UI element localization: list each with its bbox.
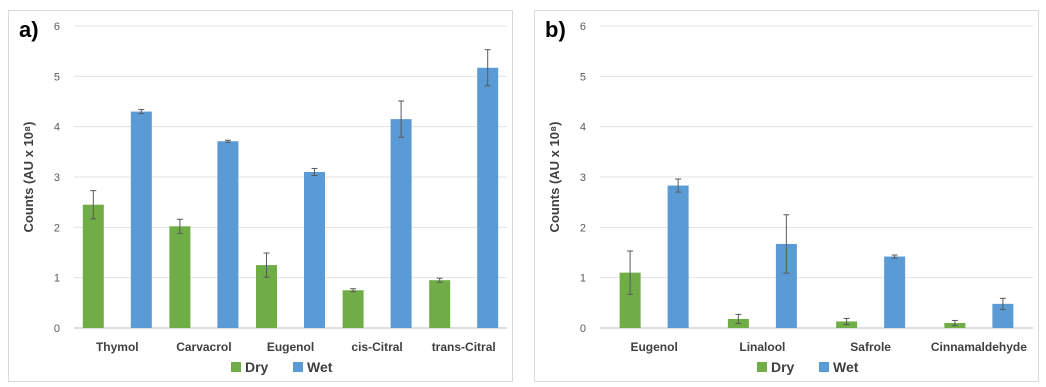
x-tick-label: trans-Citral — [432, 340, 496, 354]
bar-wet — [390, 119, 412, 328]
error-bar — [398, 100, 405, 138]
x-tick-label: Safrole — [850, 340, 891, 354]
bar-chart-b: 0 1 2 3 4 5 6 Counts (AU x 10⁸) Eugenol Linalool S… — [547, 21, 1033, 375]
legend-label-dry: Dry — [245, 359, 269, 375]
bar-dry — [342, 290, 364, 328]
y-tick-label: 2 — [54, 222, 60, 234]
chart-panel-b: b) 0 1 2 3 4 5 6 Counts (AU x 10⁸) Eugenol Linalo… — [534, 10, 1039, 382]
legend-label-wet: Wet — [307, 359, 333, 375]
y-tick-label: 5 — [580, 71, 586, 83]
bar-wet — [217, 141, 239, 328]
legend-swatch-dry — [231, 362, 241, 372]
y-tick-label: 1 — [580, 273, 586, 285]
error-bar — [436, 277, 443, 283]
x-tick-label: Eugenol — [267, 340, 314, 354]
bar-dry — [429, 280, 451, 328]
legend-swatch-wet — [293, 362, 303, 372]
y-tick-label: 3 — [54, 172, 60, 184]
x-tick-label: Thymol — [96, 340, 139, 354]
error-bar — [138, 109, 145, 115]
bar-wet — [775, 243, 797, 328]
y-tick-label: 0 — [580, 323, 586, 335]
y-axis-label: Counts (AU x 10⁸) — [547, 122, 562, 233]
legend: Dry Wet — [231, 359, 333, 375]
error-bar — [311, 167, 318, 176]
panel-label: a) — [19, 17, 39, 42]
y-tick-label: 4 — [580, 122, 586, 134]
error-bar — [675, 178, 682, 193]
error-bar — [350, 288, 357, 293]
y-axis-label: Counts (AU x 10⁸) — [21, 122, 36, 233]
y-tick-label: 3 — [580, 172, 586, 184]
bar-wet — [884, 256, 906, 328]
error-bar — [735, 313, 742, 324]
x-tick-label: Cinnamaldehyde — [931, 340, 1027, 354]
legend: Dry Wet — [757, 359, 859, 375]
y-tick-label: 5 — [54, 71, 60, 83]
y-tick-label: 2 — [580, 222, 586, 234]
bar-dry — [256, 265, 277, 328]
error-bar — [891, 254, 898, 259]
legend-swatch-wet — [819, 362, 829, 372]
error-bar — [224, 139, 231, 143]
bar-wet — [477, 67, 499, 328]
bar-wet — [992, 303, 1014, 328]
y-tick-label: 0 — [54, 323, 60, 335]
chart-panel-a: a) 0 1 2 3 4 5 6 Counts (AU x 10⁸) Thymol Carvacr… — [8, 10, 513, 382]
error-bar — [484, 49, 491, 87]
bar-wet — [304, 171, 325, 328]
panel-label: b) — [545, 17, 566, 42]
error-bar — [951, 319, 958, 326]
error-bar — [176, 218, 183, 234]
x-tick-label: Eugenol — [630, 340, 677, 354]
x-tick-label: cis-Citral — [351, 340, 402, 354]
error-bar — [627, 250, 634, 295]
bar-chart-a: 0 1 2 3 4 5 6 Counts (AU x 10⁸) Thymol Carvacrol E… — [21, 21, 507, 375]
y-tick-label: 1 — [54, 273, 60, 285]
bar-dry — [619, 272, 641, 328]
x-tick-label: Carvacrol — [176, 340, 231, 354]
error-bar — [783, 214, 790, 274]
error-bar — [843, 317, 850, 325]
x-tick-label: Linalool — [739, 340, 785, 354]
error-bar — [90, 190, 97, 220]
y-tick-label: 6 — [580, 21, 586, 33]
error-bar — [263, 252, 270, 278]
legend-label-wet: Wet — [833, 359, 859, 375]
y-tick-label: 6 — [54, 21, 60, 33]
legend-label-dry: Dry — [771, 359, 795, 375]
bar-wet — [667, 185, 689, 328]
bar-dry — [82, 204, 104, 328]
gridlines — [600, 25, 1033, 329]
bar-wet — [130, 111, 152, 328]
y-tick-label: 4 — [54, 122, 60, 134]
error-bar — [999, 297, 1006, 310]
bar-dry — [169, 226, 191, 328]
legend-swatch-dry — [757, 362, 767, 372]
